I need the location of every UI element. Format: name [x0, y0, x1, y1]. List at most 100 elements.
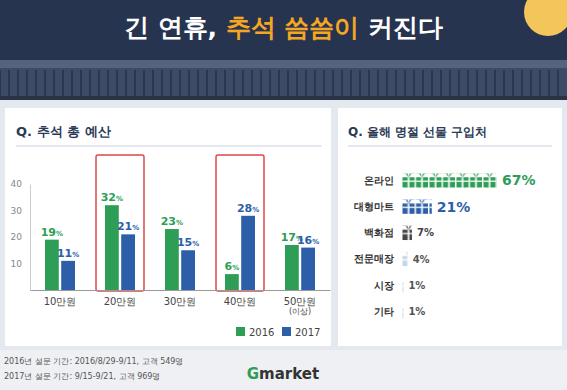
y-tick-label: 전문매장	[354, 253, 394, 264]
bar	[301, 248, 315, 290]
data-label-unit: %	[176, 219, 183, 227]
data-label: 67%	[502, 172, 536, 188]
y-tick-label: 40	[11, 179, 23, 189]
x-axis: 10만원 20만원 30만원 40만원 50만원(이상)	[31, 290, 331, 316]
data-label: 21%	[437, 199, 471, 215]
roof-tile	[35, 70, 37, 96]
data-label-unit: %	[116, 195, 123, 203]
roof-tile	[404, 70, 406, 96]
roof-tile	[125, 70, 127, 96]
roof-tile	[323, 70, 325, 96]
y-tick-label: 20	[11, 232, 23, 242]
roof-tile	[413, 70, 415, 96]
bar	[402, 226, 412, 240]
data-label-number: 11	[57, 247, 72, 260]
x-tick-label: 20만원	[104, 296, 137, 307]
roof-tiles	[0, 70, 558, 96]
roof-tile	[431, 70, 433, 96]
data-label-number: 21	[117, 220, 132, 233]
roof-tile	[0, 70, 1, 96]
x-tick: 40만원	[224, 290, 257, 307]
main-title: 긴 연휴, 추석 씀씀이 커진다	[124, 13, 443, 42]
roof-tile	[152, 70, 154, 96]
panel-right	[338, 108, 562, 346]
data-label-unit: %	[192, 240, 199, 248]
title-part: 커진다	[359, 13, 443, 42]
y-tick: 10	[11, 259, 30, 269]
y-tick-label: 온라인	[364, 175, 394, 186]
roof-tile	[368, 70, 370, 96]
roof-tile	[161, 70, 163, 96]
data-label: 21%	[117, 220, 139, 233]
roof-tile	[8, 70, 10, 96]
data-label: 16%	[297, 234, 319, 247]
bar	[241, 216, 255, 290]
roof-tile	[53, 70, 55, 96]
y-axis: 온라인대형마트백화점전문매장시장기타	[354, 169, 395, 325]
data-label: 19%	[41, 226, 63, 239]
bars	[402, 173, 497, 319]
data-label-number: 28	[237, 202, 252, 215]
data-label: 11%	[57, 247, 79, 260]
chart-title: Q. 추석 총 예산	[16, 124, 111, 139]
data-label: 1%	[408, 280, 425, 291]
y-tick: 40	[11, 179, 30, 189]
x-tick-line: 30만원	[164, 296, 197, 307]
roof-tile	[224, 70, 226, 96]
title-underline	[16, 146, 322, 147]
y-tick: 온라인	[364, 175, 394, 186]
y-tick-label: 백화점	[364, 227, 394, 238]
roof-tile	[269, 70, 271, 96]
data-label-number: 16	[297, 234, 313, 247]
y-tick: 시장	[374, 280, 394, 291]
bars	[45, 205, 315, 290]
y-tick-label: 30	[11, 206, 23, 216]
roof-tile	[116, 70, 118, 96]
y-tick-label: 10	[11, 259, 23, 269]
y-axis-line	[30, 185, 31, 291]
roof-tile	[314, 70, 316, 96]
x-tick: 50만원(이상)	[284, 290, 317, 316]
roof-tile	[44, 70, 46, 96]
roof-tile	[422, 70, 424, 96]
x-tick-line: 20만원	[104, 296, 137, 307]
roof-tile	[503, 70, 505, 96]
legend-label: 2017	[295, 327, 320, 338]
data-label: 6%	[225, 260, 240, 273]
bar	[402, 199, 432, 213]
roof-tile	[494, 70, 496, 96]
title-part: 긴 연휴,	[124, 13, 226, 42]
roof-tile	[170, 70, 172, 96]
bar	[61, 261, 75, 290]
data-label-unit: %	[232, 264, 239, 272]
roof-tile	[359, 70, 361, 96]
y-tick-label: 시장	[374, 280, 394, 291]
x-tick-label: 50만원(이상)	[284, 296, 317, 316]
data-label: 4%	[413, 254, 430, 265]
x-tick-line: 50만원	[284, 296, 317, 307]
x-tick-label: 10만원	[44, 296, 77, 307]
data-labels: 67%21%7%4%1%1%	[408, 172, 535, 317]
footer-note: 2017년 설문 기간: 9/15-9/21, 고객 969명	[4, 372, 160, 381]
roof-tile	[350, 70, 352, 96]
roof-tile	[341, 70, 343, 96]
y-tick: 전문매장	[354, 253, 394, 264]
roof-tile	[530, 70, 532, 96]
logo-rest: market	[259, 365, 319, 383]
bar	[105, 205, 119, 290]
y-axis-line	[394, 169, 395, 325]
roof-tile	[71, 70, 73, 96]
x-tick-line: 10만원	[44, 296, 77, 307]
y-tick-label: 기타	[374, 306, 394, 317]
x-tick: 10만원	[44, 290, 77, 307]
roof-tile	[476, 70, 478, 96]
roof-tile	[107, 70, 109, 96]
highlight-box	[216, 155, 264, 291]
data-label-unit: %	[72, 251, 79, 259]
y-tick: 기타	[374, 306, 394, 317]
roof-tile	[395, 70, 397, 96]
data-label-number: 23	[161, 215, 176, 228]
roof-tile	[80, 70, 82, 96]
legend-swatch	[236, 327, 245, 336]
roof-tile	[449, 70, 451, 96]
